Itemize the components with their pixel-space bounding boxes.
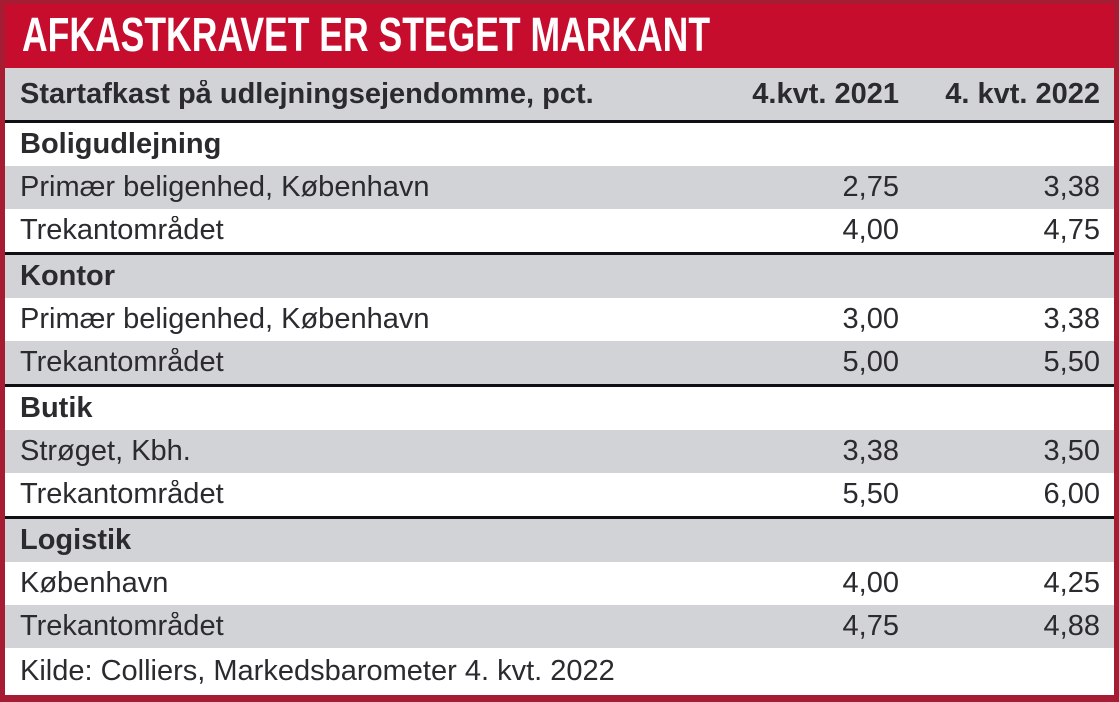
table-header-label: Startafkast på udlejningsejendomme, pct. — [20, 79, 594, 109]
table-row: Trekantområdet 5,00 5,50 — [5, 341, 1114, 384]
row-label: Strøget, Kbh. — [20, 437, 191, 466]
section-header-row: Logistik — [5, 519, 1114, 562]
value-2021: 5,00 — [842, 346, 899, 378]
table-row: København 4,00 4,25 — [5, 562, 1114, 605]
section-name: Butik — [20, 394, 93, 423]
value-2021: 3,38 — [842, 435, 899, 467]
source-row: Kilde: Colliers, Markedsbarometer 4. kvt… — [5, 648, 1114, 695]
value-2022: 6,00 — [1043, 478, 1100, 510]
table-row: Strøget, Kbh. 3,38 3,50 — [5, 430, 1114, 473]
table-header-row: Startafkast på udlejningsejendomme, pct.… — [5, 68, 1114, 120]
row-label: København — [20, 569, 169, 598]
value-2021: 4,00 — [842, 567, 899, 599]
row-label: Primær beligenhed, København — [20, 173, 430, 202]
value-2022: 3,50 — [1043, 435, 1100, 467]
table-row: Primær beligenhed, København 3,00 3,38 — [5, 298, 1114, 341]
value-2021: 4,75 — [842, 610, 899, 642]
table-body: Startafkast på udlejningsejendomme, pct.… — [5, 68, 1114, 695]
table-row: Trekantområdet 4,00 4,75 — [5, 209, 1114, 252]
row-label: Trekantområdet — [20, 612, 224, 641]
row-label: Trekantområdet — [20, 216, 224, 245]
section-divider — [5, 516, 1114, 519]
section-divider — [5, 120, 1114, 123]
value-2021: 4,00 — [842, 214, 899, 246]
title-banner: AFKASTKRAVET ER STEGET MARKANT — [5, 4, 1114, 68]
value-2022: 3,38 — [1043, 303, 1100, 335]
row-label: Trekantområdet — [20, 348, 224, 377]
row-label: Trekantområdet — [20, 480, 224, 509]
section-name: Kontor — [20, 262, 116, 291]
page-title: AFKASTKRAVET ER STEGET MARKANT — [22, 9, 711, 62]
section-divider — [5, 384, 1114, 387]
value-2022: 4,75 — [1043, 214, 1100, 246]
value-2021: 3,00 — [842, 303, 899, 335]
value-2022: 3,38 — [1043, 171, 1100, 203]
table-row: Primær beligenhed, København 2,75 3,38 — [5, 166, 1114, 209]
section-header-row: Kontor — [5, 255, 1114, 298]
section-header-row: Boligudlejning — [5, 123, 1114, 166]
column-header-2021: 4.kvt. 2021 — [752, 77, 899, 110]
table-row: Trekantområdet 4,75 4,88 — [5, 605, 1114, 648]
section-divider — [5, 252, 1114, 255]
value-2021: 2,75 — [842, 171, 899, 203]
row-label: Primær beligenhed, København — [20, 305, 430, 334]
section-name: Boligudlejning — [20, 130, 222, 159]
column-header-2022: 4. kvt. 2022 — [945, 77, 1100, 110]
value-2021: 5,50 — [842, 478, 899, 510]
value-2022: 4,88 — [1043, 610, 1100, 642]
value-2022: 5,50 — [1043, 346, 1100, 378]
section-header-row: Butik — [5, 387, 1114, 430]
table-row: Trekantområdet 5,50 6,00 — [5, 473, 1114, 516]
value-2022: 4,25 — [1043, 567, 1100, 599]
section-name: Logistik — [20, 526, 132, 555]
